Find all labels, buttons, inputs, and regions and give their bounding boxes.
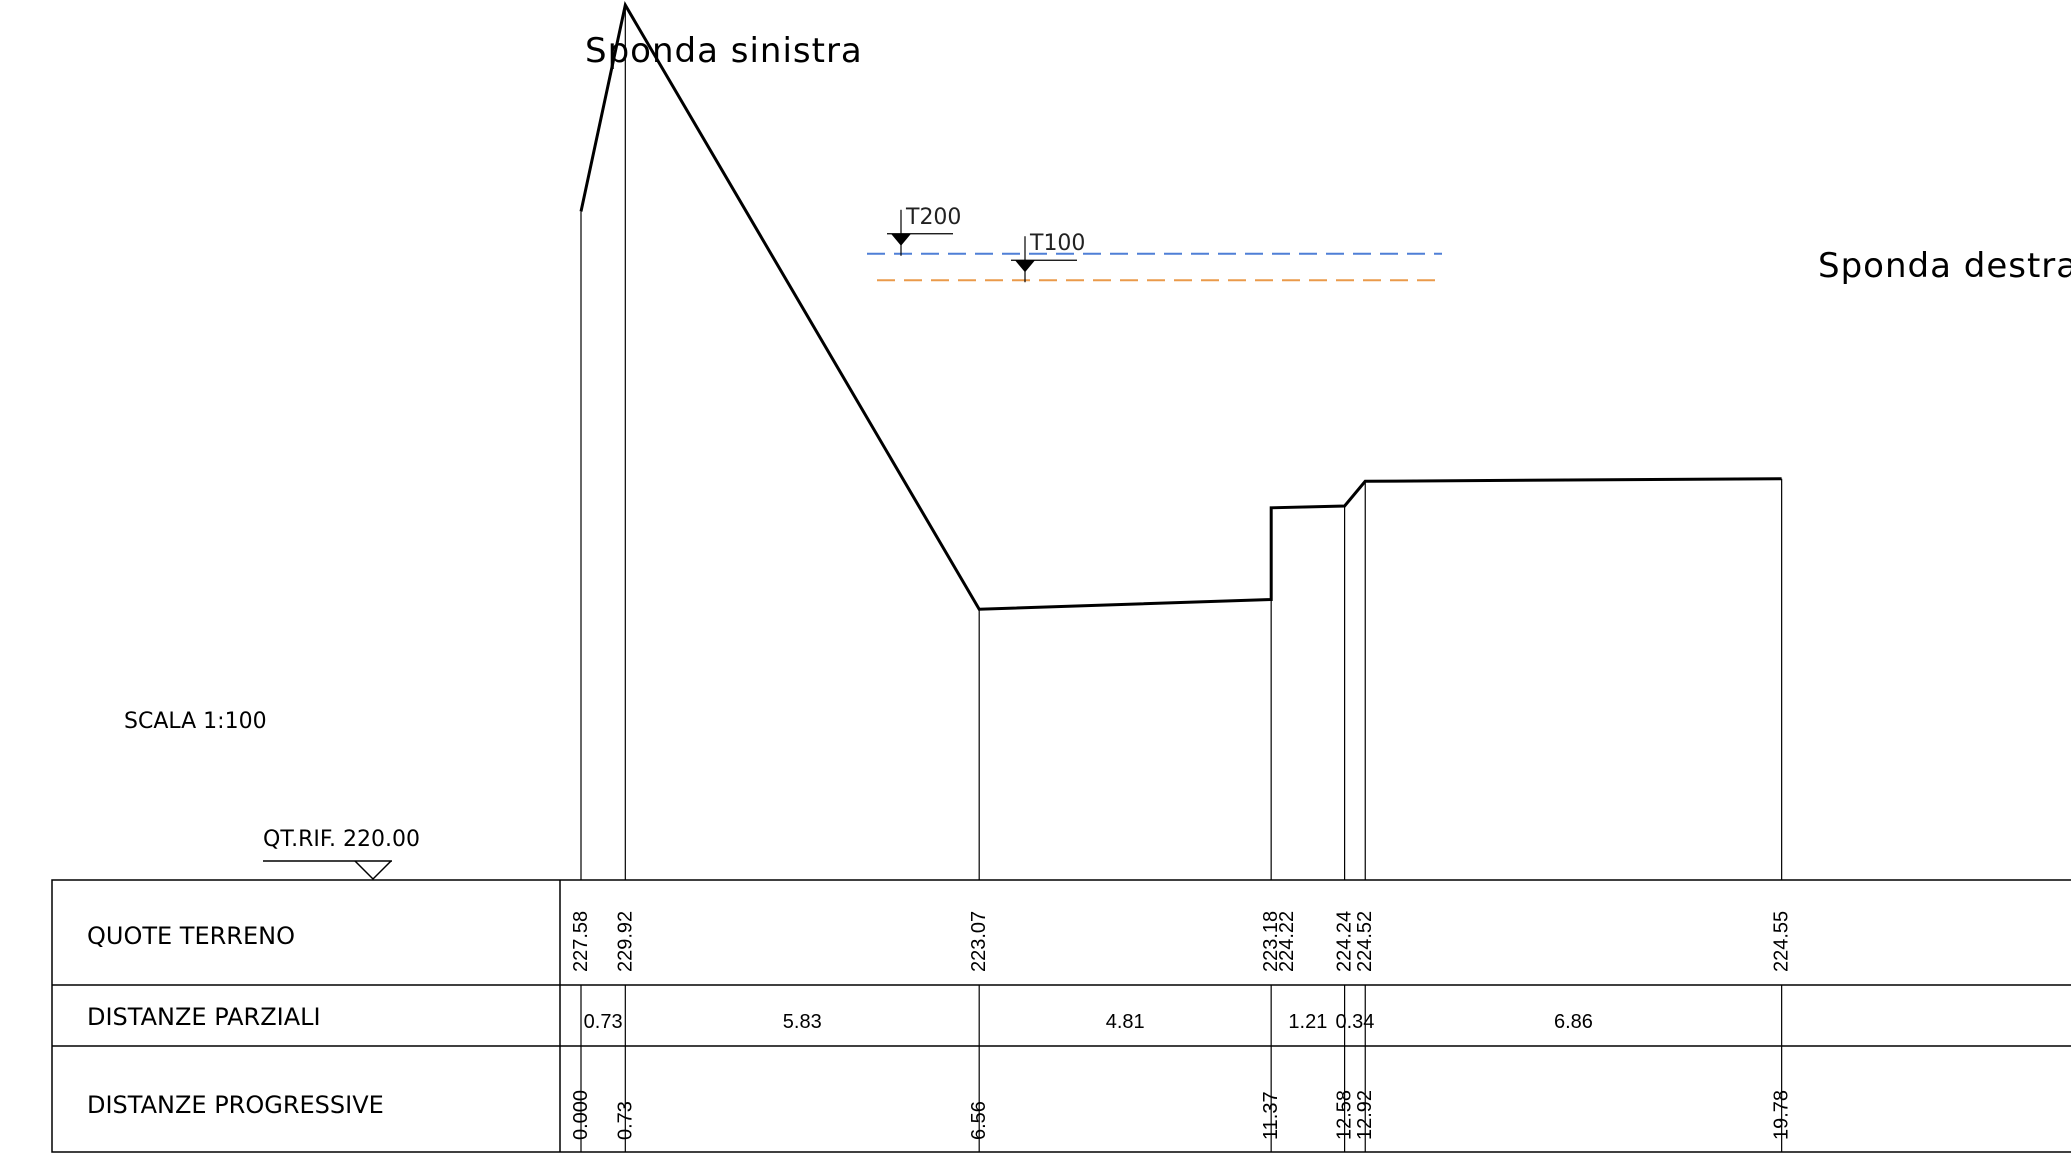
partial-distance-value: 0.34 [1335, 1011, 1374, 1033]
progressive-distance-value: 12.92 [1354, 1090, 1376, 1140]
left-bank-label: Sponda sinistra [585, 31, 863, 71]
elevation-value: 223.18 [1260, 911, 1282, 972]
data-table: QUOTE TERRENO DISTANZE PARZIALI DISTANZE… [51, 879, 2071, 1153]
table-row-label: DISTANZE PROGRESSIVE [87, 1091, 384, 1119]
progressive-distance-value: 11.37 [1260, 1091, 1282, 1140]
elevation-value: 224.22 [1276, 911, 1298, 972]
reference-elevation-label: QT.RIF. 220.00 [263, 827, 420, 852]
table-row-label: QUOTE TERRENO [87, 922, 295, 950]
partial-distance-value: 5.83 [783, 1011, 822, 1033]
partial-distance-value: 0.73 [584, 1011, 623, 1033]
station-verticals [580, 5, 1783, 1152]
elevation-value: 223.07 [968, 911, 990, 972]
progressive-distance-value: 0.000 [570, 1090, 592, 1140]
progressive-distance-value: 12.58 [1334, 1090, 1356, 1140]
reference-marker [263, 860, 392, 881]
ground-profile-line [579, 1, 1782, 611]
progressive-distance-value: 6.56 [968, 1101, 990, 1140]
elevation-value: 224.24 [1334, 911, 1356, 972]
elevation-value: 224.55 [1771, 911, 1793, 972]
progressive-distance-value: 19.78 [1771, 1090, 1793, 1140]
partial-distance-value: 4.81 [1106, 1011, 1145, 1033]
elevation-value: 229.92 [614, 911, 636, 972]
partial-distance-value: 6.86 [1554, 1011, 1593, 1033]
table-row-label: DISTANZE PARZIALI [87, 1003, 321, 1031]
scale-label: SCALA 1:100 [124, 709, 267, 734]
right-bank-label: Sponda destra [1818, 246, 2071, 286]
elevation-value: 224.52 [1354, 911, 1376, 972]
water-level-label: T200 [905, 205, 961, 230]
elevation-value: 227.58 [570, 911, 592, 972]
progressive-distance-value: 0.73 [614, 1101, 636, 1140]
water-levels: T200 T100 [867, 205, 1442, 283]
partial-distance-value: 1.21 [1288, 1011, 1327, 1033]
water-level-label: T100 [1029, 231, 1085, 256]
